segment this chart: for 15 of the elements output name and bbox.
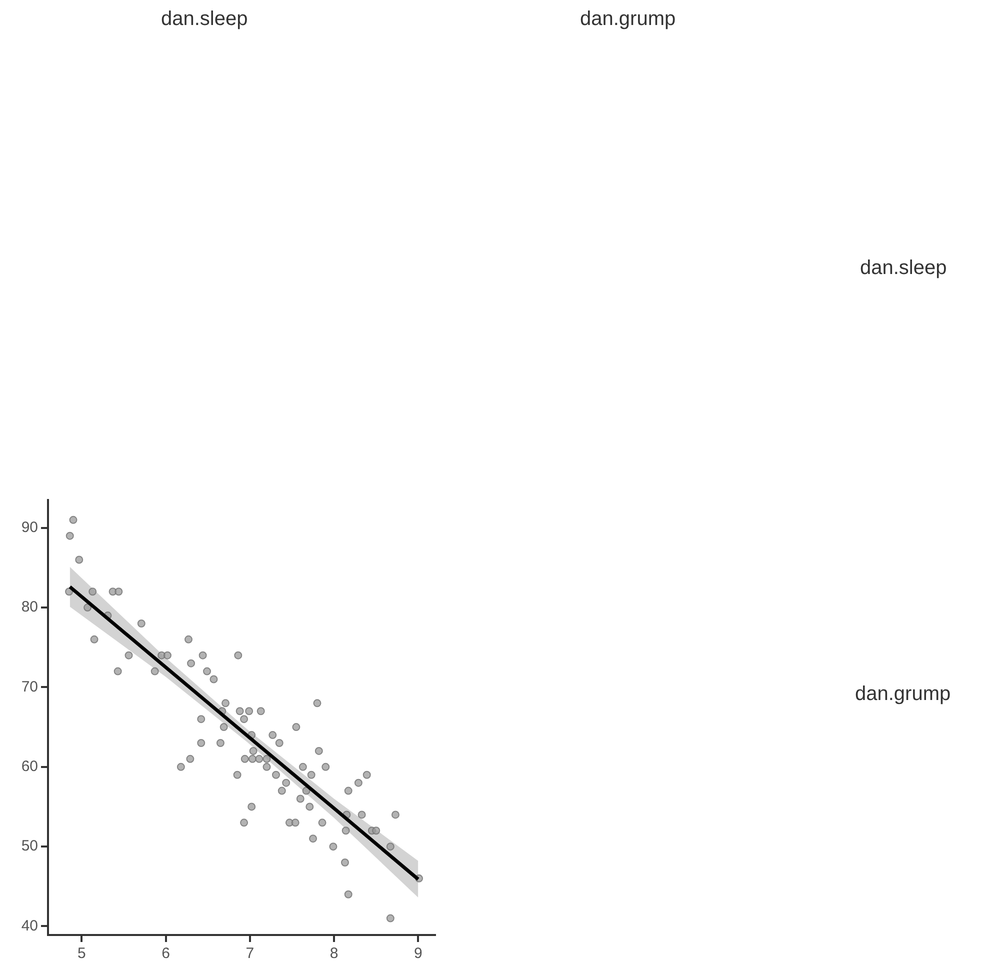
y-tick-label: 70 <box>21 678 38 696</box>
x-tick-label: 6 <box>162 945 170 962</box>
y-tick-label: 80 <box>21 598 38 616</box>
text: dan.sleep <box>860 257 947 280</box>
x-tick-label: 7 <box>246 945 254 962</box>
x-tick-label: 8 <box>330 945 338 962</box>
text: dan.grump <box>580 8 676 31</box>
y-tick-label: 40 <box>21 917 38 934</box>
y-tick-label: 90 <box>21 519 38 536</box>
x-tick-label: 9 <box>414 945 422 962</box>
text: dan.sleep <box>161 8 248 31</box>
y-tick-label: 60 <box>21 758 38 776</box>
text: dan.grump <box>855 683 951 706</box>
x-tick-label: 5 <box>77 945 86 962</box>
y-tick-label: 50 <box>21 838 38 855</box>
